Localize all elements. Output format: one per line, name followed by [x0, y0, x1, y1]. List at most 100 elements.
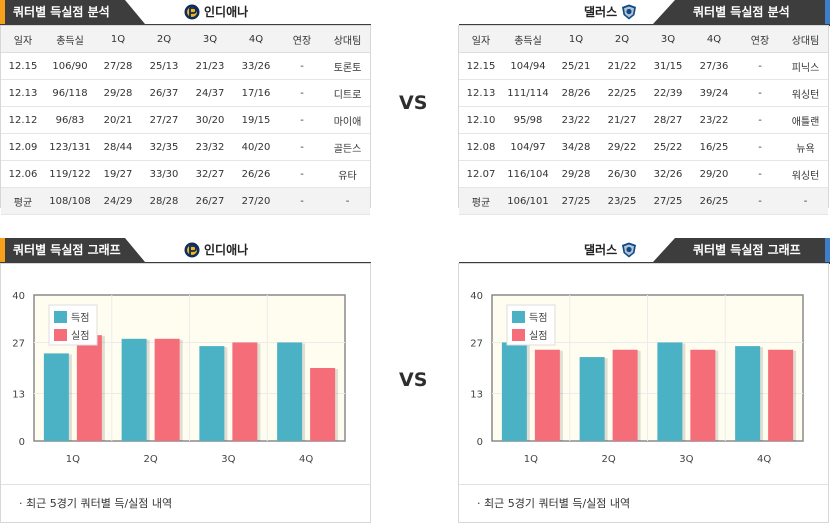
- table-cell: 유타: [325, 160, 370, 188]
- table-cell: -: [279, 106, 325, 134]
- table-cell: 39/24: [691, 79, 737, 107]
- table-cell: 28/27: [645, 106, 691, 134]
- table-cell: 12.06: [1, 160, 45, 188]
- table-cell: 골든스: [325, 133, 370, 161]
- table-row: 12.12 96/83 20/21 27/27 30/20 19/15- 마이애: [1, 106, 370, 134]
- table-cell: 피닉스: [783, 52, 828, 80]
- column-header: 4Q: [691, 26, 737, 53]
- table-cell: -: [737, 106, 783, 134]
- table-cell: 33/30: [141, 160, 187, 188]
- table-cell: 27/27: [141, 106, 187, 134]
- table-cell: 평균: [459, 187, 503, 215]
- table-row: 12.15 106/90 27/28 25/13 21/23 33/26- 토론토: [1, 52, 370, 80]
- bullet: ·: [19, 497, 26, 510]
- table-cell: 12.13: [1, 79, 45, 107]
- table-cell: 27/25: [553, 187, 599, 215]
- table-cell: 26/25: [691, 187, 737, 215]
- table-cell: 디트로: [325, 79, 370, 107]
- legend-swatch: [54, 329, 67, 341]
- title-accent: [825, 0, 830, 26]
- table-cell: 108/108: [45, 187, 95, 215]
- table-cell: 95/98: [503, 106, 553, 134]
- table-cell: -: [783, 187, 828, 215]
- table-cell: 22/39: [645, 79, 691, 107]
- table-cell: 마이애: [325, 106, 370, 134]
- table-cell: -: [325, 187, 370, 215]
- x-tick-label: 2Q: [144, 454, 158, 465]
- table-cell: 27/36: [691, 52, 737, 80]
- right-graph-title-bar: 쿼터별 득실점 그래프 댈러스: [459, 238, 830, 264]
- table-cell: 23/32: [187, 133, 233, 161]
- left-team-name: 인디애나: [204, 243, 249, 257]
- table-cell: 28/28: [141, 187, 187, 215]
- table-cell: 12.07: [459, 160, 503, 188]
- table-cell: 119/122: [45, 160, 95, 188]
- average-row: 평균 108/108 24/29 28/28 26/27 27/20- -: [1, 187, 370, 215]
- right-graph-title: 쿼터별 득실점 그래프: [653, 238, 825, 262]
- table-row: 12.09 123/131 28/44 32/35 23/32 40/20- 골든스: [1, 133, 370, 161]
- table-cell: 25/21: [553, 52, 599, 80]
- left-chart-footnote: · 최근 5경기 쿼터별 득/실점 내역: [19, 495, 172, 511]
- y-tick-label: 0: [19, 437, 25, 448]
- x-tick-label: 3Q: [221, 454, 235, 465]
- table-cell: 평균: [1, 187, 45, 215]
- table-cell: 12.09: [1, 133, 45, 161]
- table-cell: 32/35: [141, 133, 187, 161]
- table-cell: 104/94: [503, 52, 553, 80]
- column-header: 2Q: [141, 26, 187, 53]
- table-cell: 12.15: [1, 52, 45, 80]
- table-cell: 12.08: [459, 133, 503, 161]
- table-cell: 26/30: [599, 160, 645, 188]
- column-header: 상대팀: [783, 26, 828, 53]
- bar-scored: [735, 346, 761, 441]
- x-tick-label: 3Q: [679, 454, 693, 465]
- table-cell: 96/118: [45, 79, 95, 107]
- table-cell: 19/15: [233, 106, 279, 134]
- table-cell: -: [737, 133, 783, 161]
- column-header: 연장: [279, 26, 325, 53]
- bar-scored: [43, 353, 69, 441]
- table-cell: 40/20: [233, 133, 279, 161]
- table-cell: 33/26: [233, 52, 279, 80]
- bar-allowed: [690, 349, 716, 441]
- bar-scored: [579, 357, 605, 441]
- table-cell: 106/101: [503, 187, 553, 215]
- table-cell: -: [279, 133, 325, 161]
- table-cell: 뉴욕: [783, 133, 828, 161]
- table-cell: 32/26: [645, 160, 691, 188]
- table-cell: 토론토: [325, 52, 370, 80]
- title-accent: [0, 0, 5, 26]
- table-cell: 19/27: [95, 160, 141, 188]
- table-cell: 26/27: [187, 187, 233, 215]
- table-cell: 106/90: [45, 52, 95, 80]
- column-header: 3Q: [187, 26, 233, 53]
- table-cell: 12.13: [459, 79, 503, 107]
- legend-swatch: [512, 311, 525, 323]
- column-header: 총득실: [45, 26, 95, 53]
- table-cell: 21/22: [599, 52, 645, 80]
- y-tick-label: 0: [477, 437, 483, 448]
- dallas-mavericks-logo-icon: [622, 242, 637, 258]
- y-tick-label: 13: [470, 390, 483, 401]
- table-cell: -: [737, 187, 783, 215]
- left-team-name: 인디애나: [204, 5, 249, 19]
- table-cell: 34/28: [553, 133, 599, 161]
- table-cell: 20/21: [95, 106, 141, 134]
- table-cell: 21/27: [599, 106, 645, 134]
- left-table-title-bar: 쿼터별 득실점 분석 인디애나: [0, 0, 371, 26]
- table-cell: 32/27: [187, 160, 233, 188]
- column-header: 4Q: [233, 26, 279, 53]
- column-header: 일자: [459, 26, 503, 53]
- table-cell: -: [279, 160, 325, 188]
- table-cell: 111/114: [503, 79, 553, 107]
- table-cell: 24/29: [95, 187, 141, 215]
- column-header: 1Q: [95, 26, 141, 53]
- table-cell: 123/131: [45, 133, 95, 161]
- column-header: 일자: [1, 26, 45, 53]
- table-cell: 28/44: [95, 133, 141, 161]
- bar-allowed: [154, 338, 180, 441]
- table-cell: -: [737, 79, 783, 107]
- left-graph-title-bar: 쿼터별 득실점 그래프 인디애나: [0, 238, 371, 264]
- table-cell: 116/104: [503, 160, 553, 188]
